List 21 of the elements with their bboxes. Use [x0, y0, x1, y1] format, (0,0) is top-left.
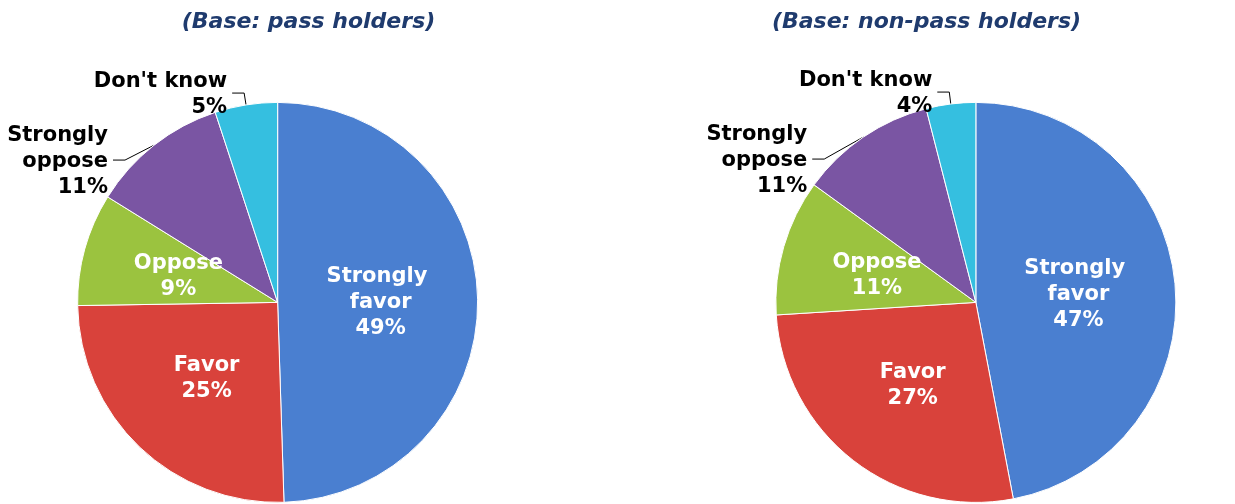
data-label: 27% — [887, 384, 938, 409]
data-label: 25% — [181, 377, 232, 402]
slice-label: Oppose — [832, 248, 922, 273]
data-label: 47% — [1053, 306, 1104, 331]
slice-label: Don't know — [798, 67, 933, 92]
data-label: 5% — [191, 94, 228, 119]
data-label: 4% — [896, 93, 933, 118]
data-label: 11% — [851, 274, 903, 299]
slice-label: Favor — [173, 351, 241, 376]
data-label: 49% — [355, 314, 406, 339]
data-label: 11% — [756, 173, 808, 198]
data-label: 9% — [160, 275, 197, 300]
data-label: 11% — [57, 174, 109, 199]
slice-label: Strongly oppose — [706, 121, 808, 172]
slice-label: Strongly oppose — [7, 122, 109, 173]
chart-title: (Base: pass holders) — [181, 7, 436, 33]
slice-label: Favor — [879, 358, 947, 383]
slice-label: Strongly favor — [326, 262, 435, 313]
chart-title: (Base: non-pass holders) — [771, 7, 1082, 33]
slice-label: Strongly favor — [1024, 254, 1133, 305]
slice-label: Don't know — [93, 68, 228, 93]
